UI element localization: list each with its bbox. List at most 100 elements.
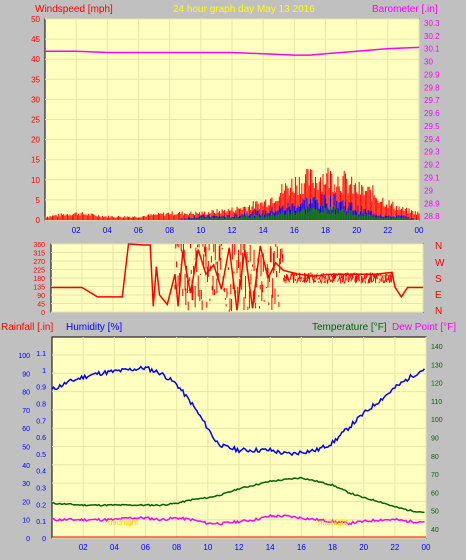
humidity-x-tick-label: 04: [110, 543, 119, 552]
humidity-y-tick-label: 100: [18, 353, 30, 360]
temperature-y-tick-label: 100: [431, 417, 443, 424]
barometer-tick-label: 29.1: [424, 173, 440, 182]
barometer-label: Barometer [.in]: [372, 4, 438, 15]
wind-x-tick-label: 22: [383, 226, 392, 235]
temperature-y-tick-label: 110: [431, 399, 442, 406]
wind-direction-jitter: [326, 274, 327, 275]
wind-y-tick-label: 25: [31, 116, 40, 125]
wind-direction-jitter: [324, 281, 325, 282]
direction-y-tick-label: 0: [41, 310, 45, 317]
compass-e: E: [435, 290, 442, 301]
humidity-y-tick-label: 10: [22, 518, 30, 525]
barometer-tick-label: 29.9: [424, 70, 440, 79]
compass-n-top: N: [435, 241, 442, 252]
wind-x-tick-label: 10: [196, 226, 205, 235]
rainfall-y-tick-label: 0: [42, 536, 46, 543]
rainfall-y-tick-label: 0.7: [36, 418, 46, 425]
compass-w: W: [435, 258, 445, 269]
humidity-y-tick-label: 20: [22, 499, 30, 506]
wind-y-tick-label: 10: [31, 176, 40, 185]
direction-y-tick-label: 135: [33, 285, 45, 292]
humidity-y-tick-label: 50: [22, 445, 30, 452]
temperature-y-tick-label: 50: [431, 509, 439, 516]
wind-direction-jitter: [359, 275, 360, 276]
wind-direction-jitter: [315, 281, 316, 283]
barometer-tick-label: 29.3: [424, 148, 440, 157]
humidity-y-tick-label: 40: [22, 463, 30, 470]
humidity-y-tick-label: 0: [26, 536, 30, 543]
rainfall-y-tick-label: 0.9: [36, 385, 46, 392]
humidity-x-tick-label: 22: [390, 543, 399, 552]
humidity-x-tick-label: 12: [235, 543, 244, 552]
temperature-y-tick-label: 60: [431, 490, 439, 497]
direction-y-tick-label: 90: [37, 293, 45, 300]
barometer-tick-label: 29.6: [424, 109, 440, 118]
rainfall-y-tick-label: 0.4: [36, 469, 46, 476]
wind-y-tick-label: 5: [36, 196, 41, 205]
wind-y-tick-label: 20: [31, 136, 40, 145]
barometer-tick-label: 28.8: [424, 212, 440, 221]
rainfall-y-tick-label: 0.1: [36, 519, 46, 526]
direction-y-tick-label: 180: [33, 276, 45, 283]
barometer-tick-label: 29.5: [424, 122, 440, 131]
humidity-x-tick-label: 18: [328, 543, 337, 552]
barometer-tick-label: 29.2: [424, 161, 440, 170]
wind-x-tick-label: 12: [228, 226, 237, 235]
temperature-y-tick-label: 70: [431, 472, 439, 479]
wind-x-tick-label: 16: [290, 226, 299, 235]
rainfall-y-tick-label: 0.6: [36, 435, 46, 442]
temperature-y-tick-label: 120: [431, 381, 443, 388]
wind-direction-jitter: [301, 277, 302, 279]
barometer-tick-label: 30.2: [424, 32, 440, 41]
wind-direction-jitter: [342, 276, 343, 278]
wind-x-tick-label: 06: [134, 226, 143, 235]
humidity-x-tick-label: 20: [359, 543, 368, 552]
wind-y-tick-label: 30: [31, 95, 40, 104]
rainfall-y-tick-label: 1.1: [36, 351, 46, 358]
barometer-tick-label: 29.7: [424, 96, 440, 105]
barometer-tick-label: 29.4: [424, 135, 440, 144]
wind-y-tick-label: 45: [31, 35, 40, 44]
wind-y-tick-label: 0: [36, 216, 41, 225]
humidity-x-tick-label: 16: [297, 543, 306, 552]
humidity-y-tick-label: 80: [22, 390, 30, 397]
wind-x-tick-label: 18: [321, 226, 330, 235]
barometer-tick-label: 30.1: [424, 45, 440, 54]
compass-n-bottom: N: [435, 306, 442, 317]
midnight-label-left: midnight: [108, 518, 139, 527]
wind-direction-jitter: [378, 274, 379, 276]
barometer-tick-label: 30.3: [424, 19, 440, 28]
direction-y-tick-label: 315: [33, 251, 45, 258]
direction-y-tick-label: 360: [33, 242, 45, 249]
humidity-x-tick-label: 08: [172, 543, 181, 552]
midnight-label-right: midnight: [318, 518, 349, 527]
direction-y-tick-label: 45: [37, 302, 45, 309]
wind-x-tick-label: 14: [259, 226, 268, 235]
rainfall-label: Rainfall [.in]: [1, 322, 53, 333]
humidity-x-tick-label: 10: [203, 543, 212, 552]
barometer-tick-label: 28.9: [424, 199, 440, 208]
humidity-y-tick-label: 30: [22, 481, 30, 488]
humidity-y-tick-label: 70: [22, 408, 30, 415]
humidity-x-tick-label: 00: [422, 543, 431, 552]
wind-direction-jitter: [372, 281, 373, 282]
temperature-y-tick-label: 140: [431, 344, 443, 351]
humidity-x-tick-label: 14: [266, 543, 275, 552]
rainfall-y-tick-label: 1: [42, 368, 46, 375]
humidity-label: Humidity [%]: [66, 322, 122, 333]
humidity-x-tick-label: 02: [79, 543, 88, 552]
wind-y-tick-label: 50: [31, 15, 40, 24]
wind-y-tick-label: 15: [31, 156, 40, 165]
humidity-y-tick-label: 60: [22, 426, 30, 433]
wind-y-tick-label: 40: [31, 55, 40, 64]
temperature-y-tick-label: 40: [431, 527, 439, 534]
rainfall-y-tick-label: 0.5: [36, 452, 46, 459]
direction-y-tick-label: 270: [33, 259, 45, 266]
rainfall-y-tick-label: 0.2: [36, 502, 46, 509]
temperature-label: Temperature [°F]: [312, 322, 387, 333]
rainfall-y-tick-label: 0.8: [36, 401, 46, 408]
windspeed-label: Windspeed [mph]: [35, 4, 113, 15]
wind-x-tick-label: 20: [352, 226, 361, 235]
